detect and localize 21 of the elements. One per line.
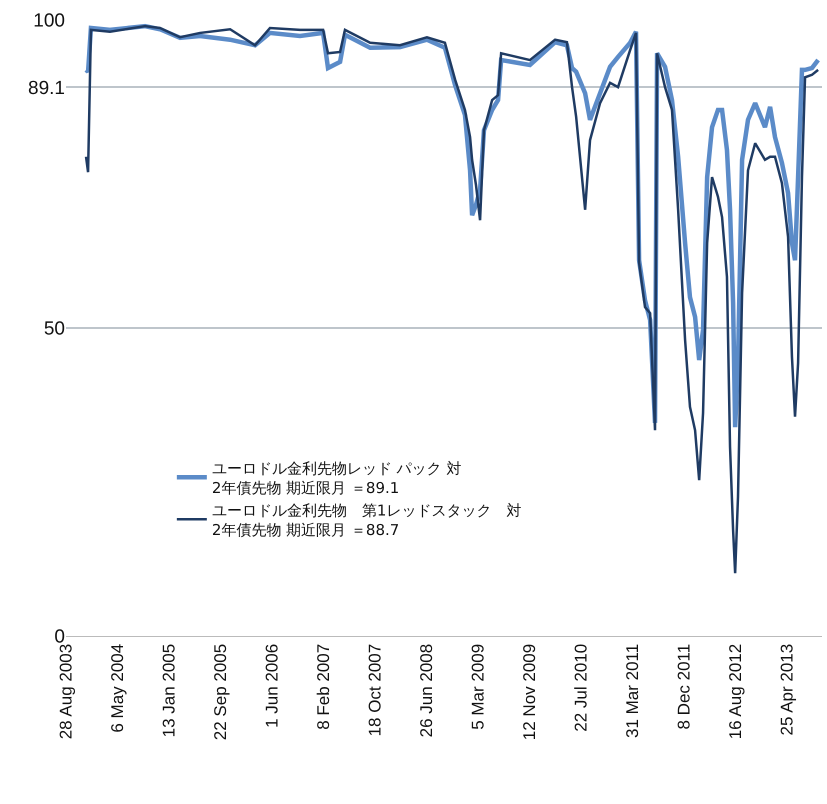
x-tick-label: 31 Mar 2011 [623,644,642,738]
line-series [84,24,820,574]
x-tick-label: 22 Jul 2010 [572,644,591,732]
x-tick-label: 6 May 2004 [108,644,128,733]
x-tick-label: 8 Dec 2011 [674,644,694,730]
x-tick-label: 13 Jan 2005 [160,644,179,738]
x-tick-label: 18 Oct 2007 [366,644,385,736]
x-tick-label: 22 Sep 2005 [211,644,230,740]
y-tick-label: 50 [44,318,65,340]
legend-label: ユーロドル金利先物 第1レッドスタック 対 2年債先物 期近限月 ＝88.7 [212,501,522,539]
legend-label: ユーロドル金利先物レッド パック 対 2年債先物 期近限月 ＝89.1 [212,459,462,497]
x-tick-label: 16 Aug 2012 [726,644,746,740]
x-tick-label: 12 Nov 2009 [520,644,540,740]
x-tick-label: 8 Feb 2007 [314,644,334,730]
y-tick-label: 89.1 [28,78,65,99]
y-tick-label: 100 [33,10,65,32]
x-tick-label: 5 Mar 2009 [468,644,488,730]
x-tick-label: 26 Jun 2008 [417,644,436,738]
x-tick-label: 25 Apr 2013 [778,644,797,736]
x-tick-label: 28 Aug 2003 [56,644,76,740]
x-tick-label: 1 Jun 2006 [262,644,282,728]
